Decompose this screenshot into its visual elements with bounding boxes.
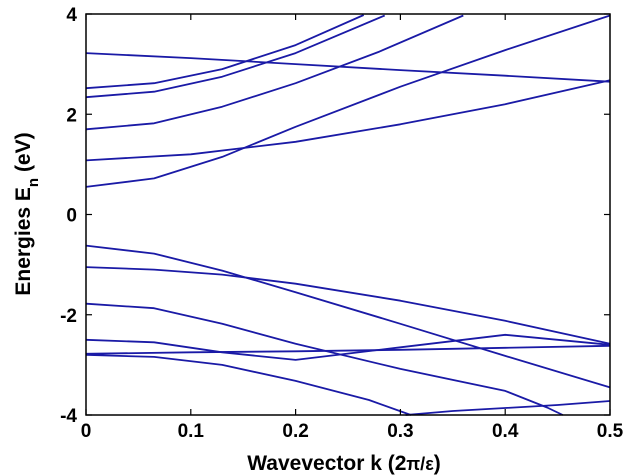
x-tick-label-2: 0.2 xyxy=(282,421,308,442)
band-line-13 xyxy=(405,400,611,416)
band-line-12 xyxy=(85,354,412,416)
y-axis-label-subscript: n xyxy=(25,178,42,187)
x-tick-label-4: 0.4 xyxy=(492,421,519,442)
x-tick-label-1: 0.1 xyxy=(178,421,205,442)
x-tick-label-3: 0.3 xyxy=(387,421,413,442)
x-axis-label-pi: π xyxy=(406,454,420,474)
band-line-1 xyxy=(85,52,611,83)
band-line-9 xyxy=(85,302,564,416)
band-line-8 xyxy=(85,266,611,345)
y-tick-label-0: -4 xyxy=(60,406,77,427)
y-tick-label-3: 2 xyxy=(66,105,77,126)
band-line-5 xyxy=(85,79,611,162)
band-line-2 xyxy=(85,14,365,90)
band-line-6 xyxy=(85,14,611,188)
x-tick-label-5: 0.5 xyxy=(597,421,624,442)
y-tick-label-4: 4 xyxy=(66,5,77,26)
x-axis-label: Wavevector k (2π/ε) xyxy=(247,452,440,475)
x-tick-label-0: 0 xyxy=(81,421,92,442)
band-line-3 xyxy=(85,14,386,99)
band-line-4 xyxy=(85,14,464,131)
tick-layer: 0 0.1 0.2 0.3 0.4 0.5 -4 -2 0 2 4 xyxy=(60,5,624,442)
y-tick-label-1: -2 xyxy=(60,306,77,327)
y-tick-label-2: 0 xyxy=(66,206,77,227)
band-line-11 xyxy=(85,344,611,355)
band-line-7 xyxy=(85,244,611,389)
band-line-10 xyxy=(85,333,611,361)
series-layer xyxy=(85,14,611,416)
x-axis-label-epsilon: ε xyxy=(425,454,434,474)
y-axis-label: Energies En (eV) xyxy=(12,132,42,295)
